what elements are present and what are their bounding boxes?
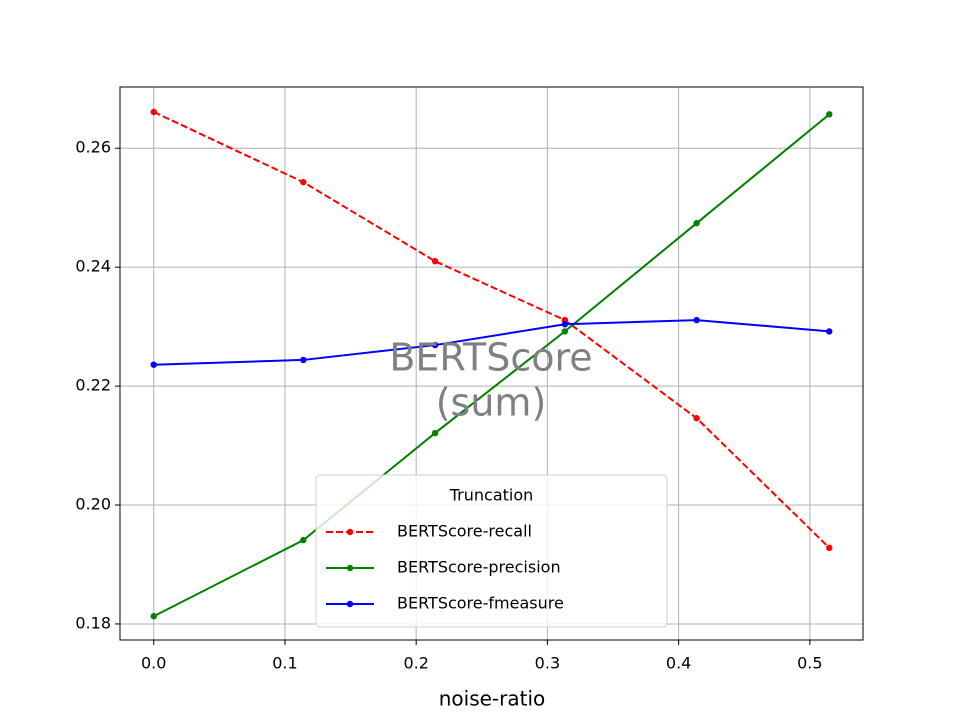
legend-label: BERTScore-fmeasure bbox=[397, 594, 564, 613]
x-tick-label: 0.1 bbox=[272, 654, 297, 673]
y-tick-label: 0.20 bbox=[75, 495, 111, 514]
y-tick-label: 0.18 bbox=[75, 613, 111, 632]
series-line bbox=[153, 319, 830, 366]
point bbox=[693, 415, 700, 422]
point bbox=[150, 361, 157, 368]
point bbox=[826, 544, 833, 552]
legend-title: Truncation bbox=[449, 486, 534, 505]
point bbox=[431, 429, 439, 437]
legend-label: BERTScore-precision bbox=[397, 558, 561, 577]
y-tick-label: 0.22 bbox=[75, 376, 111, 395]
legend-marker bbox=[346, 600, 354, 608]
y-tick-label: 0.24 bbox=[75, 257, 111, 276]
legend-marker bbox=[346, 528, 354, 536]
point bbox=[693, 219, 700, 227]
x-tick-label: 0.4 bbox=[666, 654, 691, 673]
legend-marker bbox=[346, 564, 354, 572]
point bbox=[431, 258, 439, 265]
point bbox=[826, 328, 833, 335]
point bbox=[150, 108, 157, 116]
point bbox=[826, 111, 833, 118]
point bbox=[150, 613, 157, 620]
x-axis-label: noise-ratio bbox=[439, 687, 546, 711]
series-line bbox=[153, 113, 830, 618]
annotation: (sum) bbox=[436, 381, 547, 425]
x-tick-label: 0.3 bbox=[535, 654, 560, 673]
plot-frame bbox=[119, 86, 864, 641]
point bbox=[561, 328, 569, 335]
legend-label: BERTScore-recall bbox=[397, 522, 532, 541]
point bbox=[300, 178, 307, 186]
point bbox=[561, 321, 569, 328]
annotation: BERTScore bbox=[389, 336, 592, 380]
y-tick-label: 0.26 bbox=[75, 138, 111, 157]
series-line bbox=[153, 111, 830, 549]
legend-box bbox=[315, 474, 668, 628]
point bbox=[300, 356, 307, 364]
x-tick-label: 0.5 bbox=[797, 654, 822, 673]
x-tick-label: 0.0 bbox=[141, 654, 166, 673]
point bbox=[693, 316, 700, 324]
point bbox=[300, 536, 307, 544]
point bbox=[431, 341, 439, 349]
x-tick-label: 0.2 bbox=[403, 654, 428, 673]
